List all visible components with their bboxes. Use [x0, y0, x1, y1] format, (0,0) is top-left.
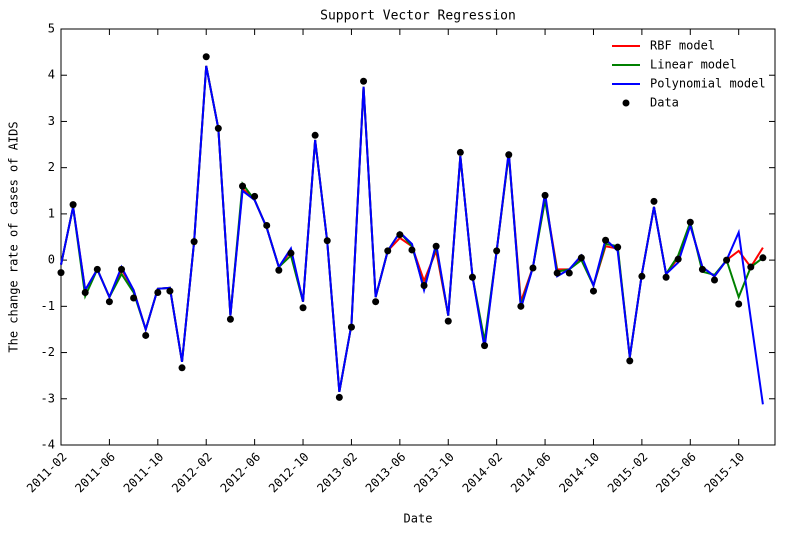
data-point [468, 273, 476, 281]
data-point [166, 287, 174, 295]
data-point [650, 197, 658, 205]
x-tick-label: 2015-06 [653, 450, 699, 496]
data-point [553, 269, 561, 277]
data-point [118, 265, 126, 273]
y-tick-label: 4 [48, 68, 55, 82]
x-tick-label: 2011-10 [121, 450, 167, 496]
y-tick-label: -2 [41, 345, 55, 359]
y-tick-label: 3 [48, 114, 55, 128]
data-point [69, 201, 77, 209]
data-point [214, 124, 222, 132]
data-point [759, 254, 767, 262]
data-point [202, 53, 210, 61]
data-point [420, 282, 428, 290]
data-point [710, 276, 718, 284]
legend-label: Data [650, 96, 679, 110]
data-point [154, 288, 162, 296]
legend-label: Polynomial model [650, 77, 766, 91]
x-tick-label: 2015-10 [702, 450, 748, 496]
y-tick-label: 2 [48, 160, 55, 174]
data-point [456, 148, 464, 156]
data-point [335, 393, 343, 401]
data-point [105, 298, 113, 306]
data-point [686, 218, 694, 226]
data-point [602, 236, 610, 244]
data-point [481, 342, 489, 350]
data-point [662, 273, 670, 281]
x-tick-label: 2012-02 [169, 450, 215, 496]
data-point [698, 265, 706, 273]
x-tick-label: 2013-10 [411, 450, 457, 496]
data-point [723, 256, 731, 264]
y-tick-label: 1 [48, 206, 55, 220]
data-point [287, 249, 295, 257]
series-line [60, 65, 764, 405]
y-tick-label: 0 [48, 253, 55, 267]
plot-frame [60, 28, 776, 446]
data-point [614, 243, 622, 251]
data-point [311, 131, 319, 139]
x-tick-label: 2014-02 [460, 450, 506, 496]
x-tick-label: 2013-06 [363, 450, 409, 496]
y-tick-label: -3 [41, 391, 55, 405]
data-point [263, 221, 271, 229]
data-point [384, 247, 392, 255]
x-tick-label: 2015-02 [605, 450, 651, 496]
x-tick-label: 2014-06 [508, 450, 554, 496]
x-tick-label: 2011-06 [72, 450, 118, 496]
data-point [408, 246, 416, 254]
x-tick-label: 2012-10 [266, 450, 312, 496]
data-point [626, 357, 634, 365]
data-point [735, 300, 743, 308]
y-tick-label: 5 [48, 22, 55, 36]
data-point [517, 302, 525, 310]
data-point [226, 315, 234, 323]
data-point [251, 192, 259, 200]
data-point [130, 294, 138, 302]
data-point [444, 317, 452, 325]
data-point [541, 191, 549, 199]
data-point [638, 272, 646, 280]
data-point [81, 288, 89, 296]
data-point [505, 151, 513, 159]
data-point [142, 331, 150, 339]
data-point [589, 287, 597, 295]
legend-label: RBF model [650, 39, 715, 53]
legend-label: Linear model [650, 58, 737, 72]
data-point [239, 182, 247, 190]
legend-marker [622, 99, 630, 107]
data-point [347, 323, 355, 331]
x-tick-label: 2011-02 [24, 450, 70, 496]
data-point [178, 364, 186, 372]
data-point [432, 242, 440, 250]
y-tick-label: -4 [41, 438, 55, 452]
x-tick-label: 2012-06 [218, 450, 264, 496]
data-point [360, 77, 368, 85]
y-axis-label: The change rate of cases of AIDS [7, 121, 21, 352]
data-point [323, 237, 331, 245]
chart-title: Support Vector Regression [320, 9, 516, 24]
x-axis-label: Date [404, 512, 433, 526]
data-point [275, 266, 283, 274]
data-point [674, 255, 682, 263]
data-point [529, 264, 537, 272]
data-point [493, 247, 501, 255]
x-tick-label: 2013-02 [314, 450, 360, 496]
data-point [190, 238, 198, 246]
data-point [299, 304, 307, 312]
data-point [565, 269, 573, 277]
data-point [93, 265, 101, 273]
data-point [747, 263, 755, 271]
data-point [57, 269, 65, 277]
data-point [577, 254, 585, 262]
data-point [372, 298, 380, 306]
x-tick-label: 2014-10 [556, 450, 602, 496]
y-tick-label: -1 [41, 299, 55, 313]
data-point [396, 231, 404, 239]
